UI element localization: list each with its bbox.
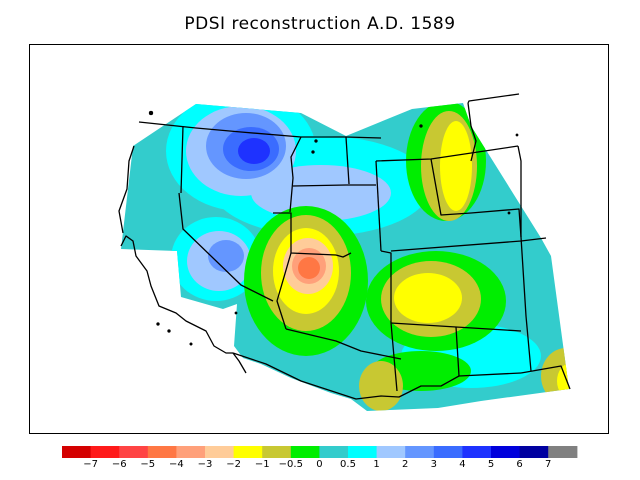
legend-tick-label: 1 (373, 459, 380, 470)
field-olive-south (359, 361, 403, 411)
legend-tick-label: −2 (226, 459, 241, 470)
field-yellow-ne (440, 121, 472, 211)
legend-tick-label: 4 (459, 459, 466, 470)
legend-swatch (233, 446, 263, 458)
legend-swatch (147, 446, 177, 458)
mn-line (467, 102, 477, 162)
field-yellow-se-corner (557, 363, 569, 399)
salt-lake-stroke (335, 252, 352, 258)
island-8 (515, 133, 519, 137)
legend-tick-label: −7 (83, 459, 98, 470)
baja-line (232, 352, 247, 374)
legend-swatch (176, 446, 206, 458)
legend-swatch (119, 446, 149, 458)
island-5 (314, 139, 318, 143)
mt-nd-border (345, 136, 350, 185)
canada-border (138, 121, 382, 139)
island-2 (156, 322, 160, 326)
az-nm-border (285, 328, 402, 360)
legend-tick-label: 0.5 (340, 459, 356, 470)
field-yellow-east (394, 273, 462, 323)
legend-swatch (290, 446, 320, 458)
island-7 (419, 124, 423, 128)
legend-swatch (319, 446, 349, 458)
legend-swatch (205, 446, 235, 458)
legend-swatch (433, 446, 463, 458)
sd-ne-line (430, 158, 522, 238)
mexico-border (232, 352, 460, 400)
small-features (148, 110, 519, 346)
mt-wy-line (292, 184, 376, 187)
legend-swatch (519, 446, 549, 458)
legend-tick-label: −5 (140, 459, 156, 470)
island-9 (507, 211, 511, 215)
ok-panhandle (520, 236, 532, 372)
legend-tick-label: 3 (430, 459, 437, 470)
id-mt-border (289, 136, 302, 213)
island-10 (234, 311, 238, 315)
island-1 (148, 110, 154, 116)
legend-swatch (62, 446, 92, 458)
island-3 (167, 329, 171, 333)
field-orange-center (298, 257, 320, 279)
legend-swatch (405, 446, 435, 458)
legend-tick-label: −3 (197, 459, 213, 470)
legend-tick-label: 5 (487, 459, 495, 470)
legend-tick-label: 6 (516, 459, 523, 470)
canada-border-east (467, 93, 520, 104)
legend-tick-label: −1 (254, 459, 270, 470)
legend-tick-label: 7 (545, 459, 552, 470)
island-6 (311, 150, 315, 154)
field-midblue-west (208, 240, 244, 272)
color-legend-labels: −7 −6 −5 −4 −3 −2 −1 −0.5 0 0.5 1 2 3 4 5 6 7 (0, 459, 640, 475)
legend-swatch (376, 446, 406, 458)
nv-az-border (276, 252, 292, 330)
legend-tick-label: 2 (402, 459, 409, 470)
field-lightblue-north (251, 165, 391, 221)
color-legend-bar (62, 446, 578, 458)
wy-sd-border (375, 160, 382, 252)
island-4 (189, 342, 193, 346)
gulf-coast (520, 365, 571, 390)
map-title: PDSI reconstruction A.D. 1589 (184, 14, 456, 34)
map-frame (29, 44, 609, 434)
field-deepblue-nw (238, 138, 270, 164)
legend-tick-label: −6 (111, 459, 127, 470)
legend-swatch (90, 446, 120, 458)
legend-tick-label: −0.5 (278, 459, 303, 470)
north-dakota-mn-border (517, 145, 522, 237)
wa-id-border (180, 125, 184, 194)
boundary-lines (118, 93, 571, 400)
nv-ut-line (273, 212, 337, 256)
ca-coast (120, 235, 233, 354)
legend-tick-label: −4 (169, 459, 184, 470)
legend-swatch (462, 446, 492, 458)
legend-swatch (262, 446, 292, 458)
legend-swatch (548, 446, 578, 458)
legend-swatch (348, 446, 378, 458)
legend-tick-label: 0 (316, 459, 323, 470)
legend-swatch (491, 446, 521, 458)
pdsi-map (118, 93, 571, 411)
wa-coast (118, 145, 135, 234)
ca-nv-border (178, 192, 274, 302)
